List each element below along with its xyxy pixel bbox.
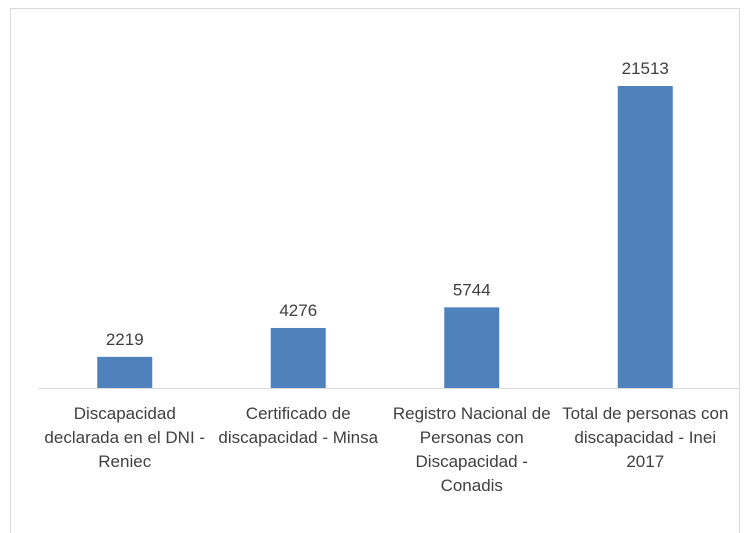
x-tick-label: Total de personas con discapacidad - Ine… [562, 404, 729, 471]
data-label: 2219 [106, 330, 144, 349]
x-tick-label: Registro Nacional de Personas con Discap… [392, 404, 551, 495]
data-label: 21513 [622, 59, 669, 78]
chart-frame [10, 8, 740, 533]
x-tick-label: Certificado de discapacidad - Minsa [218, 404, 379, 447]
bar [617, 86, 673, 388]
x-tick-label: Discapacidad declarada en el DNI - Renie… [44, 404, 206, 471]
data-label: 4276 [279, 301, 317, 320]
bar [444, 307, 500, 388]
bar [97, 356, 153, 388]
bar [270, 327, 326, 388]
data-label: 5744 [453, 280, 491, 299]
